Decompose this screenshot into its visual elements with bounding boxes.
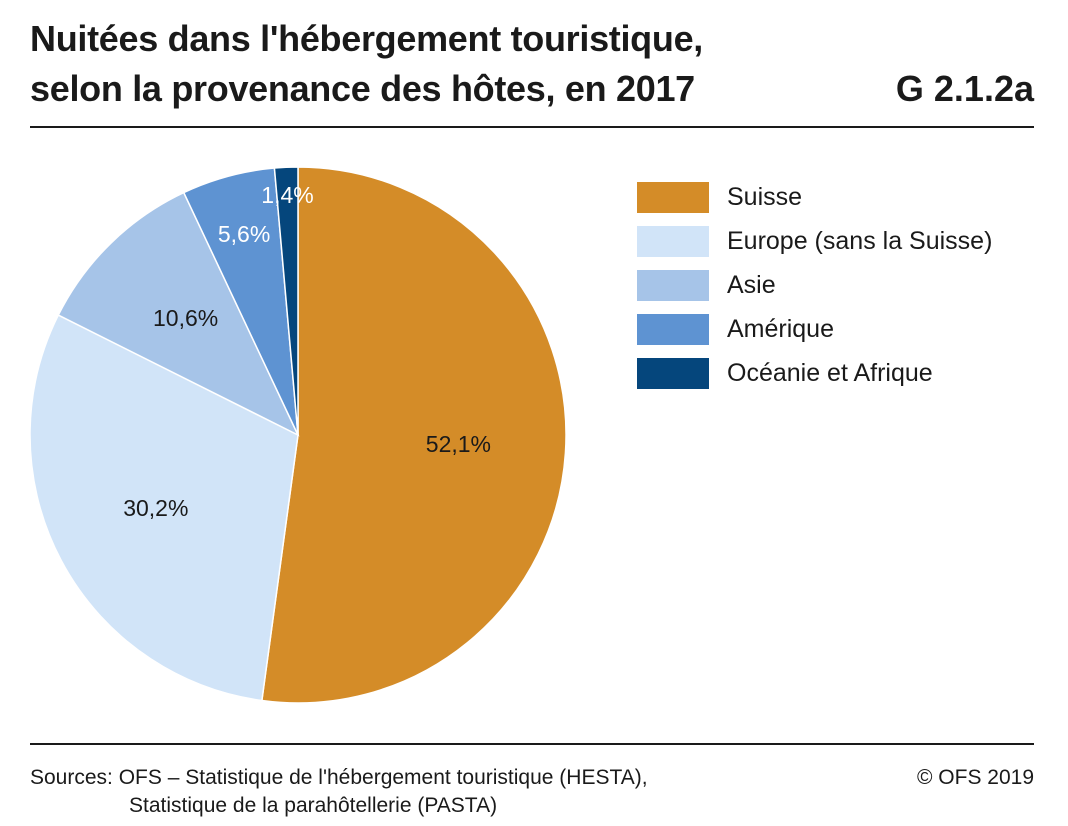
legend-item-suisse: Suisse: [637, 175, 992, 219]
legend-label: Amérique: [727, 314, 834, 343]
legend-item-europe-sans-la-suisse: Europe (sans la Suisse): [637, 219, 992, 263]
legend-swatch: [637, 357, 709, 389]
pie-label-amerique: 5,6%: [218, 221, 270, 247]
bottom-divider: [30, 743, 1034, 745]
legend-item-amerique: Amérique: [637, 307, 992, 351]
pie-slice-oceanie-et-afrique: [273, 166, 299, 436]
top-divider: [30, 126, 1034, 128]
pie-label-oceanie-et-afrique: 1,4%: [261, 182, 313, 208]
legend-swatch: [637, 181, 709, 213]
chart-title-line1: Nuitées dans l'hébergement touristique,: [30, 18, 703, 59]
chart-code: G 2.1.2a: [895, 68, 1034, 109]
legend-swatch: [637, 225, 709, 257]
legend-swatch: [637, 269, 709, 301]
legend-item-oceanie-et-afrique: Océanie et Afrique: [637, 351, 992, 395]
pie-slice-suisse: [261, 166, 567, 704]
chart-title-line2: selon la provenance des hôtes, en 2017: [30, 68, 695, 109]
pie-slice-asie: [57, 191, 300, 437]
copyright: © OFS 2019: [916, 766, 1034, 789]
pie-label-asie: 10,6%: [153, 305, 218, 331]
chart-title: Nuitées dans l'hébergement touristique, …: [30, 14, 790, 114]
legend-label: Océanie et Afrique: [727, 358, 933, 387]
sources-line1: Sources: OFS – Statistique de l'hébergem…: [30, 766, 648, 789]
legend-label: Europe (sans la Suisse): [727, 226, 993, 255]
legend-label: Suisse: [727, 182, 803, 211]
pie-chart: 52,1% 30,2% 10,6% 5,6% 1,4%: [29, 166, 567, 704]
legend-swatch: [637, 313, 709, 345]
legend-label: Asie: [727, 270, 776, 299]
pie-label-europe-sans-la-suisse: 30,2%: [123, 495, 188, 521]
sources-line2: Statistique de la parahôtellerie (PASTA): [129, 794, 498, 817]
pie-label-suisse: 52,1%: [426, 431, 491, 457]
legend-item-asie: Asie: [637, 263, 992, 307]
legend: Suisse Europe (sans la Suisse) Asie Amériqu…: [637, 175, 992, 395]
pie-slice-europe-sans-la-suisse: [29, 314, 299, 702]
sources-note: Sources: OFS – Statistique de l'hébergem…: [30, 764, 648, 820]
